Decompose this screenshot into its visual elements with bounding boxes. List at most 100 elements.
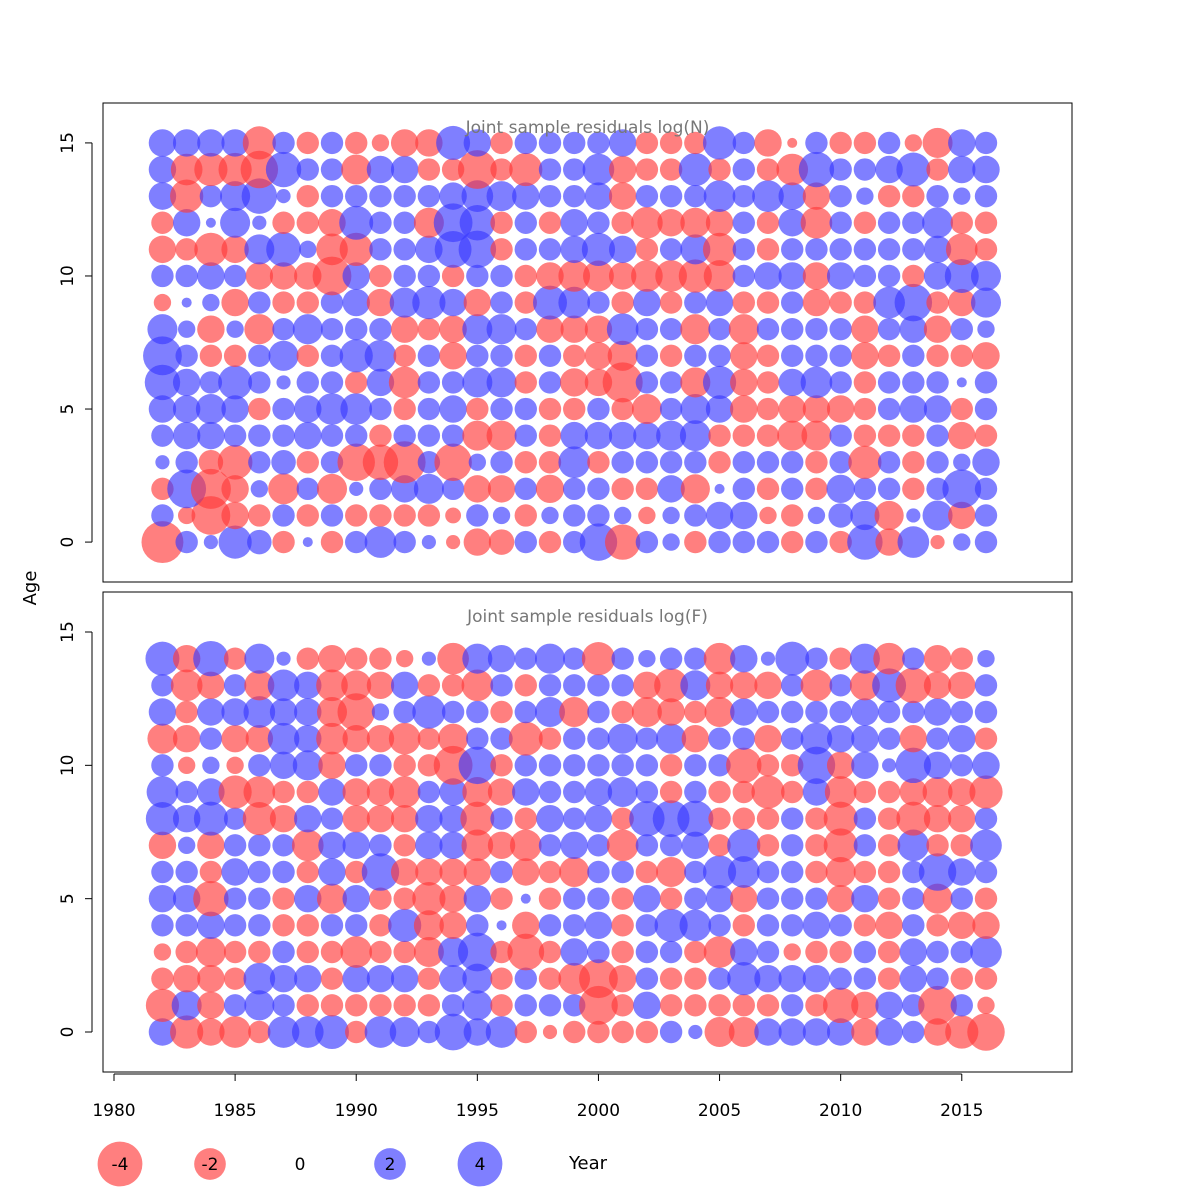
residual-bubble [272, 834, 295, 857]
residual-bubble [655, 260, 687, 292]
residual-bubble [172, 421, 201, 450]
residual-bubble [320, 504, 344, 527]
residual-bubble [974, 238, 998, 261]
residual-bubble [342, 884, 370, 913]
residual-bubble [579, 959, 618, 999]
residual-bubble [441, 158, 465, 181]
residual-bubble [248, 914, 271, 937]
residual-bubble [974, 397, 998, 421]
residual-bubble [390, 858, 419, 886]
residual-bubble [276, 189, 291, 204]
residual-bubble [197, 698, 225, 726]
residual-bubble [242, 126, 276, 160]
residual-bubble [462, 963, 493, 994]
residual-bubble [875, 1018, 903, 1046]
residual-bubble [974, 371, 998, 394]
residual-bubble [633, 991, 661, 1020]
residual-bubble [542, 1024, 558, 1040]
residual-bubble [703, 642, 736, 675]
residual-bubble [635, 914, 659, 937]
residual-bubble [902, 700, 925, 724]
residual-bubble [873, 642, 905, 675]
residual-bubble [538, 754, 562, 777]
residual-bubble [514, 647, 537, 670]
residual-bubble [877, 371, 901, 394]
residual-bubble [877, 780, 901, 804]
residual-bubble [851, 751, 879, 780]
residual-bubble [897, 829, 930, 862]
residual-bubble [218, 525, 252, 559]
residual-bubble [339, 339, 373, 373]
residual-bubble [756, 317, 780, 341]
residual-bubble [899, 724, 928, 753]
residual-bubble [490, 940, 513, 964]
residual-bubble [538, 451, 562, 474]
residual-bubble [897, 526, 930, 558]
y-tick-label: 5 [58, 893, 78, 904]
residual-bubble [221, 501, 249, 530]
residual-bubble [144, 364, 181, 401]
residual-bubble [829, 344, 852, 368]
residual-bubble [316, 473, 348, 504]
residual-bubble [151, 211, 174, 234]
residual-bubble [538, 727, 562, 750]
residual-bubble [320, 184, 344, 208]
residual-bubble [462, 776, 493, 808]
residual-bubble [486, 314, 517, 345]
residual-bubble [930, 534, 945, 550]
residual-bubble [877, 700, 901, 724]
residual-bubble [611, 700, 634, 724]
residual-bubble [756, 397, 780, 421]
residual-bubble [220, 181, 251, 212]
residual-bubble [926, 291, 949, 314]
residual-bubble [654, 908, 688, 942]
residual-bubble [948, 724, 976, 753]
residual-bubble [781, 504, 804, 527]
residual-bubble [345, 371, 368, 394]
residual-bubble [272, 994, 295, 1017]
residual-bubble [369, 424, 392, 447]
residual-bubble [851, 991, 879, 1020]
residual-bubble [244, 643, 275, 674]
residual-bubble [248, 451, 271, 474]
residual-bubble [172, 804, 201, 833]
residual-bubble [221, 395, 249, 423]
residual-bubble [583, 260, 614, 292]
residual-bubble [153, 943, 172, 961]
residual-bubble [800, 722, 833, 755]
residual-bubble [802, 911, 831, 940]
residual-bubble [417, 504, 441, 527]
residual-bubble [945, 233, 978, 266]
residual-bubble [974, 727, 998, 750]
residual-bubble [923, 395, 952, 423]
residual-bubble [708, 424, 731, 447]
residual-bubble [826, 751, 855, 780]
residual-bubble [563, 184, 586, 208]
residual-bubble [974, 674, 998, 697]
residual-bubble [829, 940, 852, 964]
residual-bubble [538, 344, 562, 368]
residual-bubble [926, 371, 949, 394]
legend-label: 2 [385, 1155, 396, 1175]
residual-bubble [390, 804, 419, 833]
residual-bubble [752, 180, 784, 212]
residual-bubble [320, 914, 344, 937]
residual-bubble [415, 129, 443, 157]
residual-bubble [538, 674, 562, 697]
residual-bubble [974, 424, 998, 447]
residual-bubble [756, 371, 780, 394]
residual-bubble [296, 291, 319, 314]
residual-bubble [659, 238, 683, 261]
residual-bubble [490, 238, 513, 261]
residual-bubble [972, 342, 1000, 370]
residual-bubble [294, 395, 322, 423]
residual-bubble [705, 395, 734, 423]
residual-bubble [269, 698, 298, 726]
residual-bubble [877, 264, 901, 288]
residual-bubble [417, 184, 441, 208]
residual-bubble [462, 643, 493, 674]
residual-bubble [899, 778, 928, 806]
residual-bubble [243, 962, 276, 995]
residual-bubble [151, 504, 174, 527]
